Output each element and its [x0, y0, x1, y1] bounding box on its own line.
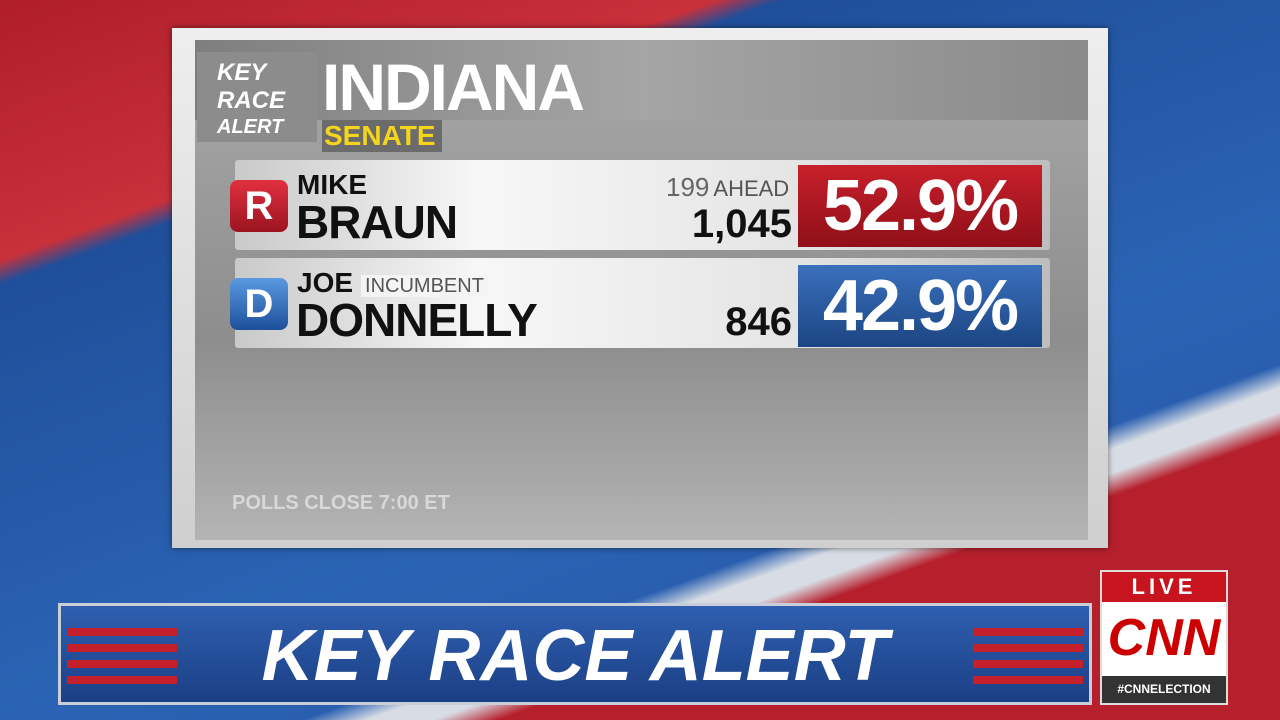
first-name: MIKE — [297, 169, 367, 200]
party-icon: D — [230, 278, 288, 330]
network-logo: CNN — [1107, 609, 1221, 667]
votes: 846 — [725, 300, 792, 344]
last-name: DONNELLY — [296, 294, 538, 346]
badge-line: ALERT — [217, 116, 284, 138]
last-name: BRAUN — [296, 196, 458, 248]
badge-line: RACE — [217, 87, 286, 114]
banner: KEY RACE ALERT — [58, 603, 1092, 705]
state: INDIANA — [322, 50, 585, 124]
lead-label: AHEAD — [713, 176, 790, 201]
banner-text: KEY RACE ALERT — [261, 616, 889, 696]
badge: KEY RACE ALERT — [197, 52, 317, 142]
stripes — [973, 628, 1083, 686]
hashtag: #CNNELECTION — [1102, 676, 1226, 703]
stripes — [67, 628, 177, 686]
badge-line: KEY — [217, 59, 267, 86]
status: INCUMBENT — [361, 275, 488, 297]
votes: 1,045 — [691, 202, 792, 246]
first-name-text: JOE — [297, 267, 354, 298]
first-name: JOE INCUMBENT — [297, 268, 488, 301]
network-box: LIVE CNN #CNNELECTION — [1100, 570, 1228, 705]
header — [195, 40, 1088, 120]
party-icon: R — [230, 180, 288, 232]
race: SENATE — [322, 120, 442, 152]
lead-count: 199 — [666, 172, 710, 202]
lead: 199 AHEAD — [666, 172, 789, 203]
percent: 52.9% — [798, 165, 1042, 247]
footer: POLLS CLOSE 7:00 ET — [232, 492, 450, 514]
live: LIVE — [1102, 572, 1226, 602]
percent: 42.9% — [798, 265, 1042, 347]
